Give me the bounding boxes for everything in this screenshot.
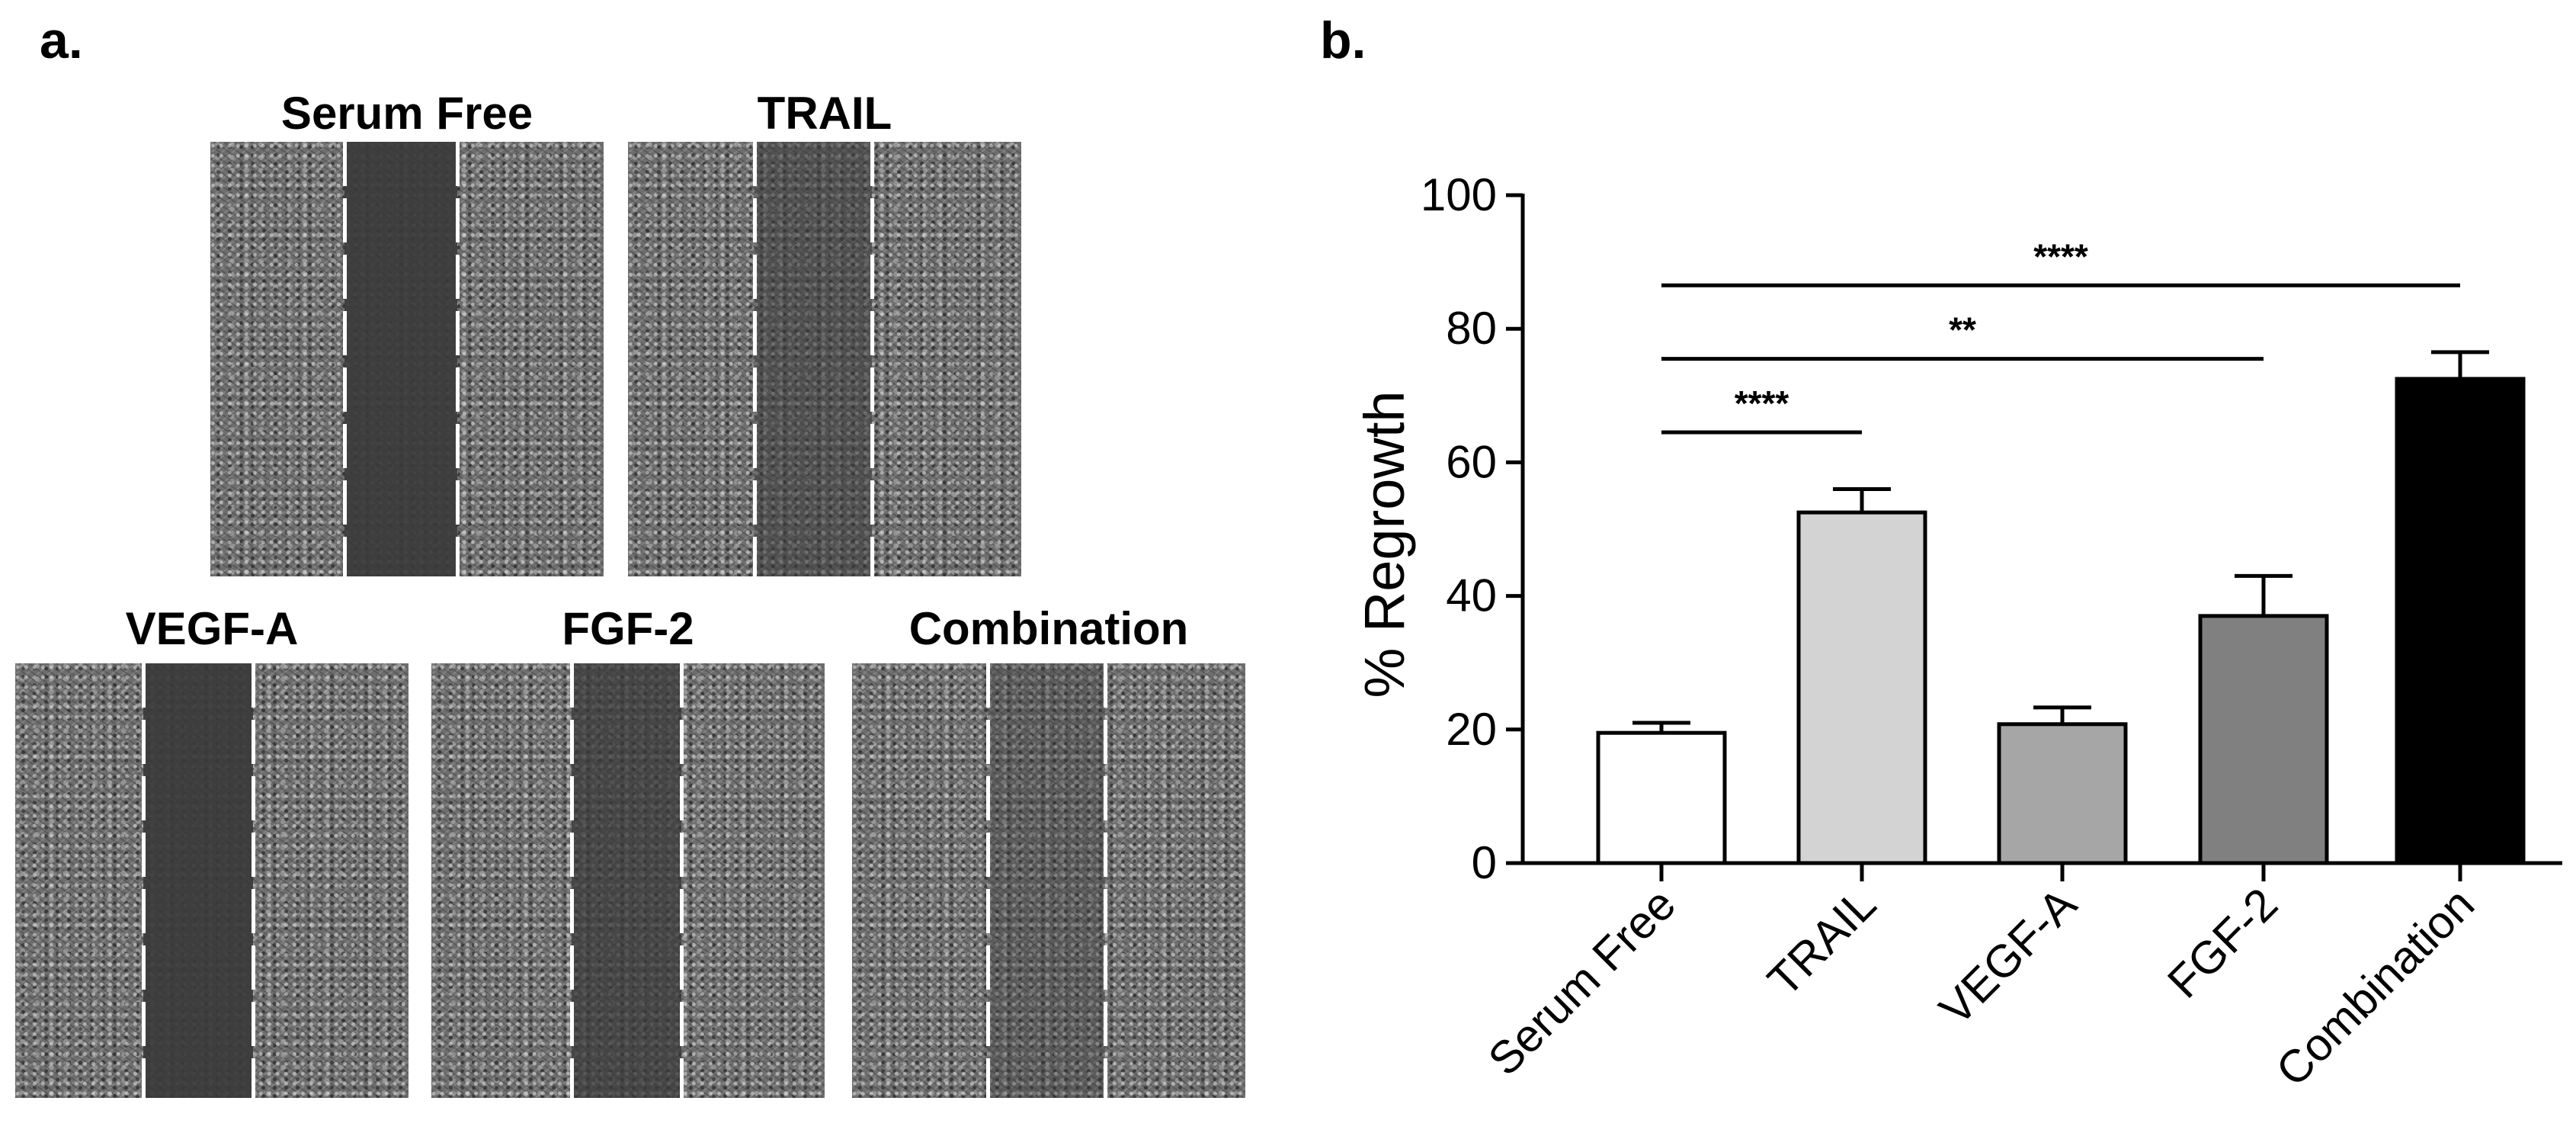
- significance-label: ****: [2033, 236, 2088, 276]
- micrograph-title: Serum Free: [280, 88, 533, 139]
- x-tick-label: TRAIL: [1758, 878, 1886, 1006]
- bar: [1796, 510, 1927, 865]
- x-tick-label: Combination: [2267, 878, 2485, 1096]
- micrograph-title: TRAIL: [757, 88, 892, 139]
- bar: [2198, 614, 2329, 865]
- x-tick-label: FGF-2: [2158, 878, 2287, 1008]
- panel-a-label: a.: [40, 11, 83, 69]
- y-tick-label: 0: [1472, 837, 1497, 888]
- bar: [1997, 722, 2128, 865]
- significance-label: **: [1949, 310, 1976, 350]
- micrograph-trail: TRAIL: [628, 88, 1021, 576]
- y-tick-label: 80: [1446, 303, 1497, 354]
- micrograph-image: [431, 663, 825, 1098]
- micrograph-title: VEGF-A: [125, 603, 299, 654]
- micrograph-image: [15, 663, 409, 1098]
- micrograph-fgf-2: FGF-2: [431, 603, 825, 1098]
- y-tick-label: 20: [1446, 704, 1497, 755]
- micrograph-title: FGF-2: [562, 603, 694, 654]
- bar: [1596, 730, 1727, 865]
- micrograph-vegf-a: VEGF-A: [15, 603, 409, 1098]
- micrograph-image: [628, 142, 1021, 576]
- bar: [2395, 377, 2526, 865]
- significance-label: ****: [1735, 384, 1789, 423]
- y-tick-label: 40: [1446, 570, 1497, 621]
- micrograph-serum-free: Serum Free: [210, 88, 604, 576]
- y-axis-title: % Regrowth: [1353, 390, 1416, 698]
- micrograph-combination: Combination: [852, 603, 1245, 1098]
- y-tick-label: 100: [1421, 169, 1497, 220]
- micrograph-title: Combination: [908, 603, 1189, 654]
- x-tick-label: Serum Free: [1479, 878, 1685, 1085]
- micrograph-image: [210, 142, 604, 576]
- x-tick-label: VEGF-A: [1930, 878, 2086, 1035]
- panel-b-label: b.: [1320, 11, 1366, 69]
- micrograph-image: [852, 663, 1245, 1098]
- y-tick-label: 60: [1446, 436, 1497, 487]
